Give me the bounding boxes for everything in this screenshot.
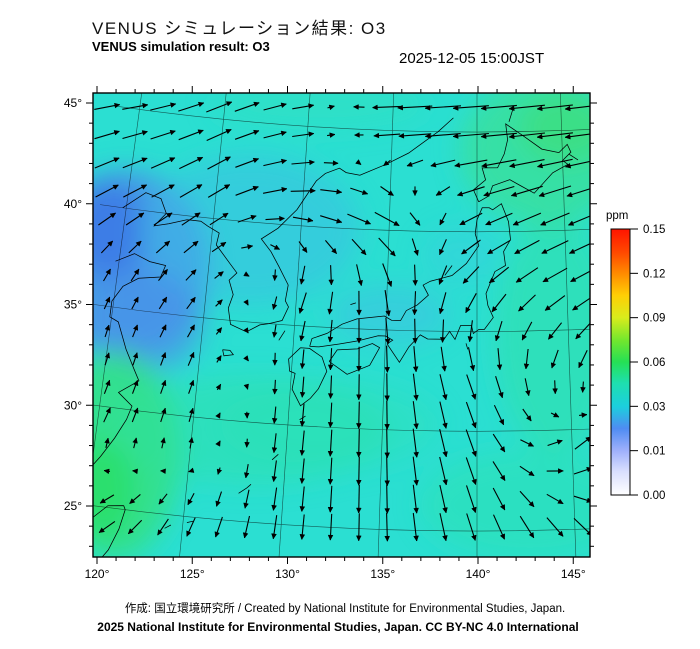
colorbar-tick-label: 0.09 [643,313,665,325]
o3-concentration-field [93,93,590,557]
x-axis-label: 125° [180,567,205,581]
colorbar-tick-label: 0.01 [643,446,665,458]
y-axis-label: 40° [64,197,82,211]
x-axis-label: 130° [275,567,300,581]
wind-vectors [94,101,590,542]
valid-datetime: 2025-12-05 15:00JST [399,50,545,67]
y-axis-label: 45° [64,96,82,110]
colorbar-gradient [610,228,631,496]
x-axis-label: 120° [85,567,110,581]
colorbar-tick-label: 0.00 [643,490,665,502]
x-axis-label: 145° [561,567,586,581]
x-axis-label: 140° [466,567,491,581]
colorbar-tick-label: 0.12 [643,268,665,280]
license-text: 2025 National Institute for Environmenta… [97,620,579,634]
x-axis-label: 135° [370,567,395,581]
colorbar: ppm 0.15 0.12 0.09 0.06 0.03 0.01 0.00 [606,210,665,502]
credit-text: 作成: 国立環境研究所 / Created by National Instit… [124,603,566,615]
y-axis-label: 35° [64,298,82,312]
colorbar-tick-label: 0.06 [643,357,665,369]
colorbar-tick-label: 0.03 [643,401,665,413]
graticule-grid [93,93,590,557]
page-title-japanese: VENUS シミュレーション結果: O3 [92,19,387,38]
y-axis-label: 25° [64,499,82,513]
axis-ticks [86,86,597,564]
axis-labels: 120° 125° 130° 135° 140° 145° 45° 40° 35° 30° 25° [64,96,586,581]
y-axis-label: 30° [64,398,82,412]
page-title-english: VENUS simulation result: O3 [92,39,270,54]
colorbar-tick-label: 0.15 [643,224,665,236]
colorbar-unit: ppm [606,210,628,222]
